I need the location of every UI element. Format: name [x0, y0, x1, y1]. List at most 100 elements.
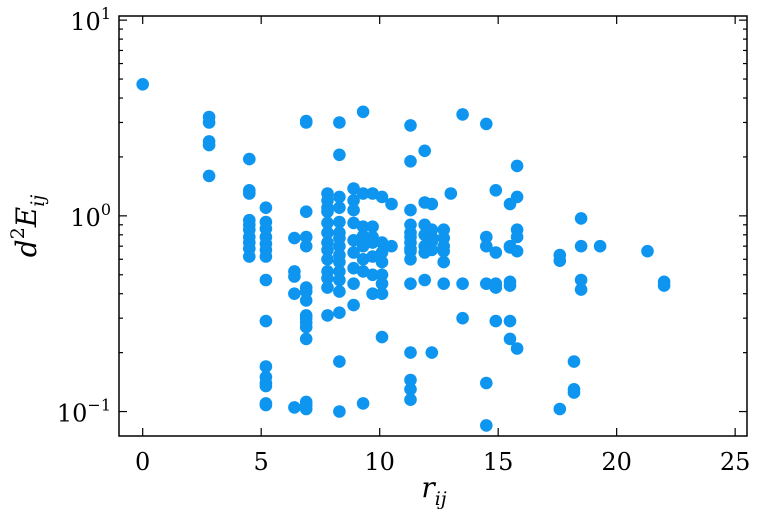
data-point [259, 398, 273, 412]
data-point [288, 401, 301, 414]
data-point [202, 138, 216, 152]
y-tick-label: 10−1 [57, 396, 111, 428]
data-point [259, 273, 273, 287]
data-point [375, 268, 389, 282]
data-point [510, 230, 524, 244]
data-point [299, 320, 313, 334]
data-point [553, 254, 567, 267]
data-point [366, 250, 379, 263]
data-point [375, 246, 389, 259]
data-point [347, 203, 360, 217]
data-point [259, 360, 273, 373]
data-point [356, 265, 370, 278]
x-tick-label: 15 [483, 448, 514, 476]
data-point [553, 402, 567, 416]
data-point [366, 287, 379, 301]
data-point [321, 226, 334, 239]
data-point [489, 281, 503, 294]
data-point [503, 279, 517, 292]
data-point [567, 386, 581, 399]
data-point [333, 116, 346, 129]
data-point [321, 216, 334, 230]
data-point [510, 342, 524, 355]
data-point [437, 277, 451, 291]
data-point [503, 332, 517, 346]
data-point [333, 273, 346, 287]
data-point [347, 234, 360, 247]
data-point [299, 285, 313, 298]
data-point [574, 212, 588, 225]
data-point [404, 373, 417, 387]
data-point [299, 332, 313, 346]
data-point [288, 270, 301, 283]
data-point [657, 279, 671, 292]
data-point [574, 283, 588, 296]
data-point [425, 243, 439, 257]
data-point [404, 393, 417, 407]
data-point [333, 255, 346, 269]
data-point [404, 119, 417, 132]
data-point [375, 255, 389, 269]
data-point [404, 203, 417, 217]
data-point [375, 330, 389, 344]
data-point [437, 255, 451, 269]
data-point [456, 108, 469, 121]
data-point [418, 144, 432, 158]
data-point [385, 239, 398, 253]
data-point [259, 250, 273, 263]
data-point [404, 155, 417, 168]
data-point [356, 397, 370, 410]
data-point [480, 239, 493, 253]
data-point [366, 220, 379, 233]
data-point [356, 187, 370, 200]
plot-frame [118, 15, 748, 437]
data-point [347, 216, 360, 230]
data-point [356, 220, 370, 233]
data-point [347, 194, 360, 207]
x-tick-label: 5 [254, 448, 269, 476]
data-point [425, 197, 439, 211]
data-point [404, 383, 417, 396]
data-point [347, 277, 360, 291]
data-point [375, 236, 389, 249]
x-tick-label: 20 [601, 448, 632, 476]
data-point [404, 252, 417, 266]
data-point [259, 314, 273, 328]
data-point [136, 78, 149, 91]
data-point [333, 201, 346, 214]
data-point [480, 419, 493, 432]
data-point [375, 277, 389, 291]
data-point [356, 229, 370, 243]
data-point [347, 182, 360, 195]
data-point [375, 190, 389, 204]
data-point [321, 281, 334, 294]
data-point [574, 273, 588, 287]
data-point [489, 246, 503, 259]
data-point [356, 105, 370, 119]
data-point [366, 268, 379, 282]
data-point [333, 355, 346, 368]
data-point [333, 239, 346, 253]
data-point [489, 314, 503, 328]
y-tick-label: 101 [70, 4, 111, 36]
data-point [366, 236, 379, 249]
data-point [347, 246, 360, 259]
data-point [321, 205, 334, 218]
data-point [510, 244, 524, 258]
data-point [503, 314, 517, 328]
data-point [288, 287, 301, 301]
data-point [299, 205, 313, 218]
data-point [356, 239, 370, 253]
data-point [259, 379, 273, 393]
data-point [299, 116, 313, 129]
data-point [299, 230, 313, 244]
data-point [333, 405, 346, 418]
data-point [202, 169, 216, 183]
data-point [356, 252, 370, 266]
data-point [299, 402, 313, 416]
data-point [456, 277, 469, 291]
axis-ticks: 0 5 10 15 20 25 101 100 10−1 [57, 4, 751, 476]
data-point [593, 239, 607, 253]
data-point [425, 346, 439, 359]
